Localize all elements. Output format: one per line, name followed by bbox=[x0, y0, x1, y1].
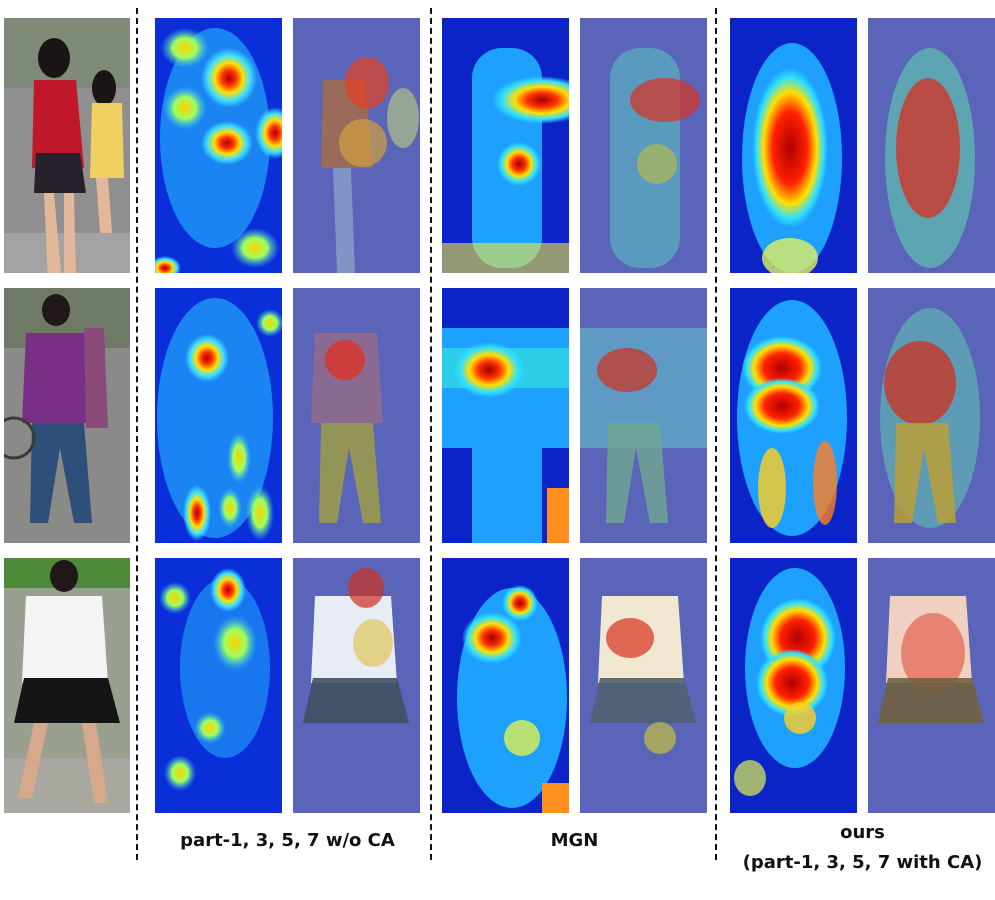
heatmap-wo-ca-row-2 bbox=[155, 288, 282, 543]
caption-mgn: MGN bbox=[550, 830, 599, 851]
column-divider-2 bbox=[430, 8, 432, 860]
caption-ours: ours (part-1, 3, 5, 7 with CA) bbox=[730, 818, 995, 878]
overlay-mgn-row-3 bbox=[580, 558, 707, 813]
heatmap-ours-row-1 bbox=[730, 18, 857, 273]
person-image-row-1 bbox=[4, 18, 130, 273]
person-image-row-3 bbox=[4, 558, 130, 813]
overlay-ours-row-2 bbox=[868, 288, 995, 543]
heatmap-ours-row-3 bbox=[730, 558, 857, 813]
caption-wo-ca: part-1, 3, 5, 7 w/o CA bbox=[180, 830, 395, 851]
overlay-wo-ca-row-1 bbox=[293, 18, 420, 273]
heatmap-mgn-row-2 bbox=[442, 288, 569, 543]
overlay-mgn-row-2 bbox=[580, 288, 707, 543]
heatmap-ours-row-2 bbox=[730, 288, 857, 543]
heatmap-mgn-row-3 bbox=[442, 558, 569, 813]
column-divider-3 bbox=[715, 8, 717, 860]
overlay-wo-ca-row-2 bbox=[293, 288, 420, 543]
overlay-mgn-row-1 bbox=[580, 18, 707, 273]
caption-ours-line-1: ours bbox=[840, 822, 885, 843]
overlay-ours-row-1 bbox=[868, 18, 995, 273]
heatmap-wo-ca-row-3 bbox=[155, 558, 282, 813]
caption-ours-line-2: (part-1, 3, 5, 7 with CA) bbox=[742, 852, 983, 873]
person-image-row-2 bbox=[4, 288, 130, 543]
column-divider-1 bbox=[136, 8, 138, 860]
overlay-wo-ca-row-3 bbox=[293, 558, 420, 813]
overlay-ours-row-3 bbox=[868, 558, 995, 813]
heatmap-wo-ca-row-1 bbox=[155, 18, 282, 273]
heatmap-mgn-row-1 bbox=[442, 18, 569, 273]
